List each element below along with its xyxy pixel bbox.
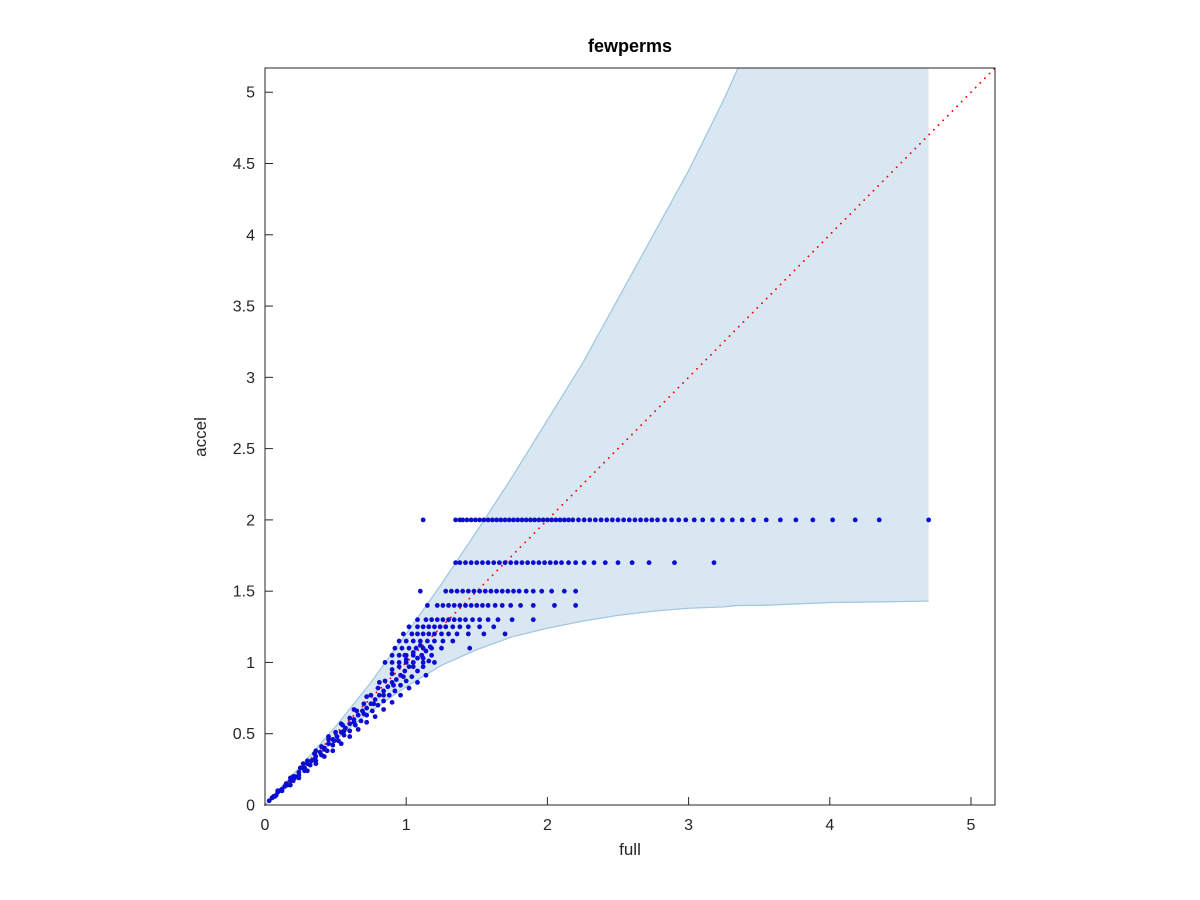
- x-tick-label: 4: [825, 817, 834, 834]
- confidence-band: [264, 67, 929, 806]
- y-tick-label: 0: [246, 798, 255, 815]
- y-ticks: 0 0.5 1 1.5 2 2.5 3 3.5 4 4.5 5: [233, 85, 273, 815]
- y-tick-label: 4.5: [233, 156, 255, 173]
- x-tick-label: 1: [402, 817, 411, 834]
- y-tick-label: 3: [246, 370, 255, 387]
- y-tick-label: 4: [246, 227, 255, 244]
- y-tick-label: 1: [246, 655, 255, 672]
- x-tick-label: 2: [543, 817, 552, 834]
- y-axis-label: accel: [191, 417, 210, 457]
- y-tick-label: 2: [246, 512, 255, 529]
- x-ticks: 0 1 2 3 4 5: [261, 797, 976, 834]
- chart-title: fewperms: [588, 36, 672, 56]
- y-tick-label: 1.5: [233, 584, 255, 601]
- x-tick-label: 0: [261, 817, 270, 834]
- y-tick-label: 2.5: [233, 441, 255, 458]
- scatter-points: [266, 517, 932, 804]
- x-axis-label: full: [619, 840, 641, 859]
- axis-box: [264, 67, 996, 806]
- plot-layer: 0 1 2 3 4 5 0 0.5 1 1.5 2 2.5 3 3.5 4 4.5 5: [233, 67, 996, 834]
- y-tick-label: 3.5: [233, 299, 255, 316]
- band-upper-edge: [264, 67, 739, 806]
- identity-line: [264, 67, 996, 806]
- x-tick-label: 5: [967, 817, 976, 834]
- x-tick-label: 3: [684, 817, 693, 834]
- y-tick-label: 0.5: [233, 726, 255, 743]
- y-tick-label: 5: [246, 85, 255, 102]
